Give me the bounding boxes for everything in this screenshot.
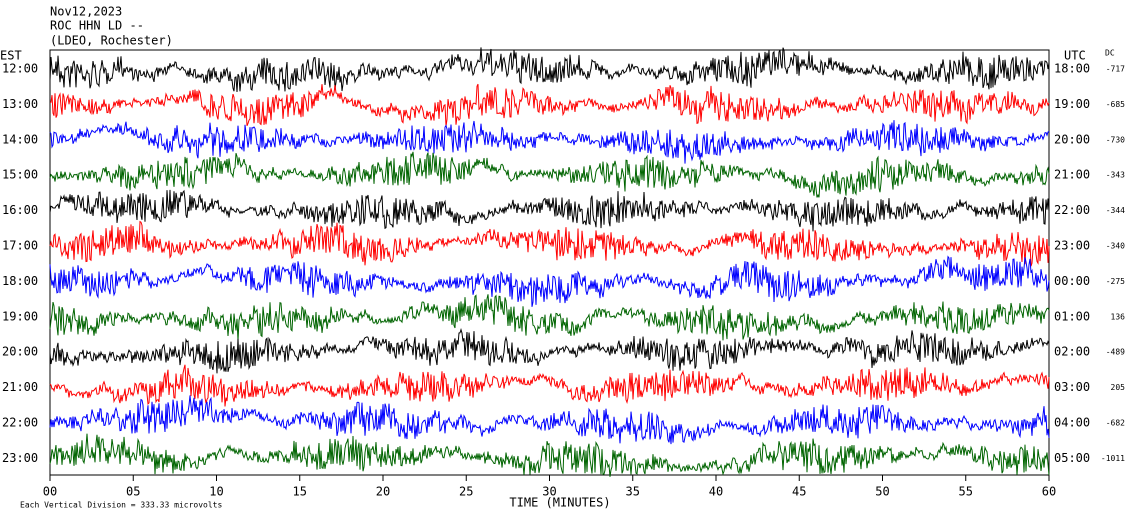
dc-offset: 136: [1111, 312, 1126, 321]
x-tick-label: 50: [875, 485, 889, 499]
dc-offset: -275: [1106, 277, 1125, 286]
x-tick-label: 20: [376, 485, 390, 499]
est-hour: 17:00: [2, 239, 38, 253]
trace: [49, 120, 1050, 164]
dc-offset: -343: [1106, 171, 1125, 180]
est-hour: 19:00: [2, 309, 38, 323]
trace: [49, 395, 1050, 445]
x-tick-label: 45: [792, 485, 806, 499]
utc-hour: 04:00: [1054, 416, 1090, 430]
utc-hour: 20:00: [1054, 132, 1090, 146]
trace: [49, 328, 1050, 374]
x-tick-label: 05: [126, 485, 140, 499]
dc-offset: -682: [1106, 419, 1125, 428]
x-tick-label: 15: [293, 485, 307, 499]
utc-hour: 01:00: [1054, 309, 1090, 323]
dc-offset: -717: [1106, 65, 1125, 74]
dc-offset: -340: [1106, 242, 1125, 251]
utc-hour: 23:00: [1054, 239, 1090, 253]
title-line: Nov12,2023: [50, 5, 122, 19]
x-tick-label: 30: [542, 485, 556, 499]
dc-offset: 205: [1111, 383, 1126, 392]
x-tick-label: 25: [459, 485, 473, 499]
footer: Each Vertical Division = 333.33 microvol…: [20, 501, 222, 510]
trace: [49, 294, 1050, 341]
utc-hour: 18:00: [1054, 62, 1090, 76]
utc-hour: 22:00: [1054, 203, 1090, 217]
utc-hour: 05:00: [1054, 451, 1090, 465]
est-hour: 21:00: [2, 380, 38, 394]
title-line: (LDEO, Rochester): [50, 34, 173, 48]
utc-label: UTC: [1064, 49, 1086, 63]
x-tick-label: 55: [959, 485, 973, 499]
est-hour: 13:00: [2, 97, 38, 111]
trace: [49, 83, 1050, 127]
est-hour: 15:00: [2, 168, 38, 182]
utc-hour: 02:00: [1054, 345, 1090, 359]
est-hour: 16:00: [2, 203, 38, 217]
x-tick-label: 60: [1042, 485, 1056, 499]
trace: [49, 433, 1050, 477]
utc-hour: 21:00: [1054, 168, 1090, 182]
dc-label: DC: [1105, 49, 1115, 58]
trace: [49, 255, 1050, 307]
est-hour: 20:00: [2, 345, 38, 359]
x-tick-label: 35: [626, 485, 640, 499]
dc-offset: -344: [1106, 206, 1125, 215]
dc-offset: -685: [1106, 100, 1125, 109]
title-line: ROC HHN LD --: [50, 19, 144, 33]
dc-offset: -1011: [1101, 454, 1125, 463]
utc-hour: 03:00: [1054, 380, 1090, 394]
est-hour: 23:00: [2, 451, 38, 465]
trace: [49, 189, 1050, 232]
utc-hour: 19:00: [1054, 97, 1090, 111]
est-hour: 12:00: [2, 62, 38, 76]
trace: [49, 151, 1050, 198]
trace: [49, 364, 1050, 407]
dc-offset: -489: [1106, 348, 1125, 357]
x-tick-label: 40: [709, 485, 723, 499]
trace: [49, 47, 1050, 93]
x-tick-label: 00: [43, 485, 57, 499]
est-hour: 14:00: [2, 132, 38, 146]
trace: [49, 220, 1050, 267]
x-tick-label: 10: [209, 485, 223, 499]
est-hour: 22:00: [2, 416, 38, 430]
utc-hour: 00:00: [1054, 274, 1090, 288]
est-hour: 18:00: [2, 274, 38, 288]
est-label: EST: [0, 49, 22, 63]
dc-offset: -730: [1106, 135, 1125, 144]
x-axis-label: TIME (MINUTES): [509, 496, 610, 510]
